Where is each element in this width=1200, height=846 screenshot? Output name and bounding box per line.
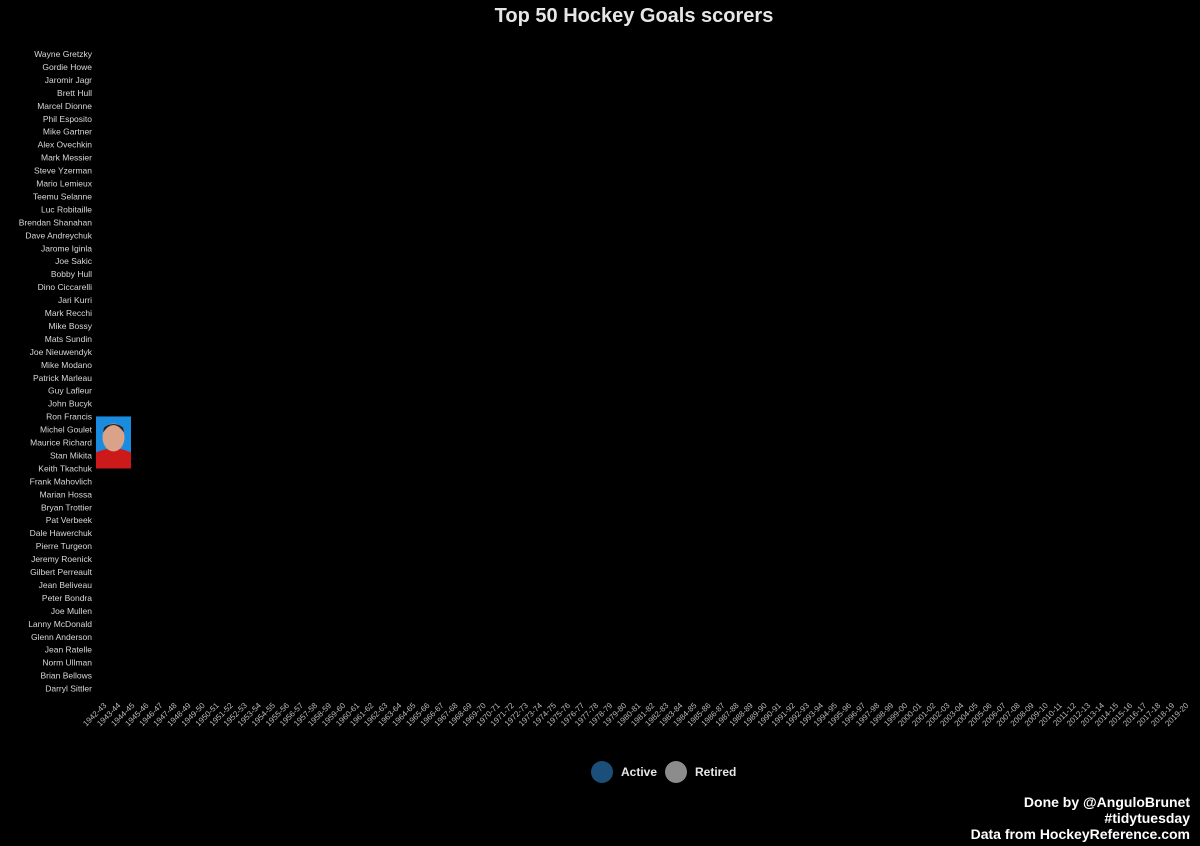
player-label: Michel Goulet <box>40 425 93 435</box>
player-label: Guy Lafleur <box>48 386 92 396</box>
caption: Done by @AnguloBrunet #tidytuesday Data … <box>971 794 1191 842</box>
caption-author: Done by @AnguloBrunet <box>1024 794 1190 810</box>
player-label: Ron Francis <box>46 412 92 422</box>
player-label: Joe Mullen <box>51 606 92 616</box>
player-label: Jari Kurri <box>58 295 92 305</box>
player-label: Keith Tkachuk <box>38 463 92 473</box>
photo-face <box>102 423 125 452</box>
player-label: Steve Yzerman <box>34 166 92 176</box>
player-label: Jaromir Jagr <box>45 75 92 85</box>
player-label: Maurice Richard <box>30 438 92 448</box>
player-label: Pat Verbeek <box>46 515 93 525</box>
player-label: Mark Recchi <box>45 308 92 318</box>
player-label: Patrick Marleau <box>33 373 92 383</box>
player-label: Jarome Iginla <box>41 243 92 253</box>
season-axis: 1942-431943-441944-451945-461946-471947-… <box>81 701 1191 729</box>
player-label: Jean Beliveau <box>39 580 93 590</box>
legend-retired-label: Retired <box>695 765 736 779</box>
player-label: Joe Nieuwendyk <box>30 347 93 357</box>
player-label: Dino Ciccarelli <box>38 282 92 292</box>
player-label: Phil Esposito <box>43 114 92 124</box>
player-label: Gordie Howe <box>42 62 92 72</box>
player-label: Marian Hossa <box>40 489 93 499</box>
legend-active-label: Active <box>621 765 657 779</box>
player-label: Peter Bondra <box>42 593 92 603</box>
player-label: Joe Sakic <box>55 256 93 266</box>
player-label: Gilbert Perreault <box>30 567 93 577</box>
player-label: Alex Ovechkin <box>38 140 93 150</box>
player-label: Bryan Trottier <box>41 502 92 512</box>
player-label: Mike Bossy <box>49 321 93 331</box>
player-label: Jeremy Roenick <box>31 554 93 564</box>
player-label: Bobby Hull <box>51 269 92 279</box>
player-label: Marcel Dionne <box>37 101 92 111</box>
player-label: Mike Modano <box>41 360 92 370</box>
legend-retired-dot <box>665 761 687 783</box>
player-label: Brendan Shanahan <box>19 217 93 227</box>
chart-title: Top 50 Hockey Goals scorers <box>495 5 774 27</box>
photo-hair <box>103 423 124 433</box>
player-axis: Wayne Gretzky Gordie Howe Jaromir Jagr Bret… <box>19 49 93 694</box>
player-label: Teemu Selanne <box>33 191 92 201</box>
player-label: Pierre Turgeon <box>36 541 92 551</box>
photo-jersey <box>96 448 131 469</box>
player-label: Mats Sundin <box>45 334 93 344</box>
caption-source: Data from HockeyReference.com <box>971 826 1190 842</box>
player-label: Luc Robitaille <box>41 204 92 214</box>
player-label: Norm Ullman <box>42 658 92 668</box>
player-label: Stan Mikita <box>50 450 92 460</box>
player-label: Mike Gartner <box>43 127 92 137</box>
legend-active-dot <box>591 761 613 783</box>
caption-hashtag: #tidytuesday <box>1104 810 1190 826</box>
player-label: John Bucyk <box>48 399 93 409</box>
player-label: Mario Lemieux <box>36 179 92 189</box>
player-label: Jean Ratelle <box>45 645 93 655</box>
player-label: Frank Mahovlich <box>30 476 93 486</box>
player-photo-marker <box>96 416 131 469</box>
player-label: Darryl Sittler <box>45 684 92 694</box>
player-label: Mark Messier <box>41 153 92 163</box>
legend: Active Retired <box>591 761 736 783</box>
player-label: Lanny McDonald <box>28 619 92 629</box>
player-label: Dale Hawerchuk <box>30 528 93 538</box>
player-label: Brett Hull <box>57 88 92 98</box>
player-label: Dave Andreychuk <box>25 230 92 240</box>
player-label: Glenn Anderson <box>31 632 92 642</box>
player-label: Brian Bellows <box>41 671 93 681</box>
player-label: Wayne Gretzky <box>34 49 93 59</box>
